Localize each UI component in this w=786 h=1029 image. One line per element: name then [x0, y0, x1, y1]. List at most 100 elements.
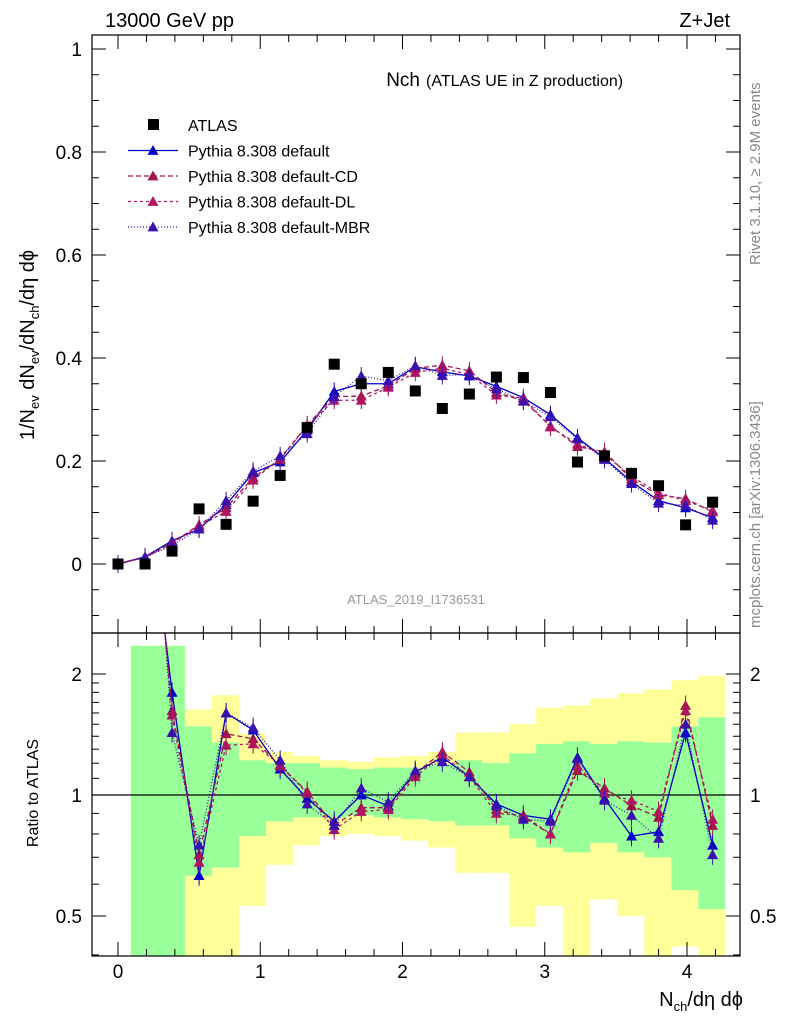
legend-label-4: Pythia 8.308 default-MBR — [188, 220, 370, 237]
atlas-data-point — [139, 558, 151, 570]
data-point-4 — [355, 370, 367, 381]
main-y-tick-label: 0 — [71, 555, 82, 576]
green-band-bin — [428, 764, 456, 822]
ratio-point-3 — [274, 754, 286, 765]
atlas-data-point — [571, 456, 583, 468]
atlas-data-point — [707, 496, 719, 508]
ratio-line-2 — [164, 632, 714, 863]
data-point-4 — [544, 411, 556, 422]
legend-label-2: Pythia 8.308 default-CD — [188, 169, 358, 186]
data-point-4 — [382, 375, 394, 386]
ratio-y-tick-label: 2 — [71, 665, 82, 686]
ratio-point-3 — [355, 782, 367, 793]
ratio-point-2 — [544, 828, 556, 839]
data-point-3 — [653, 487, 665, 498]
ratio-series-lines — [164, 632, 719, 886]
legend-marker-3 — [147, 196, 159, 206]
plot-title: Nch — [386, 70, 420, 91]
atlas-data-point — [463, 388, 475, 400]
main-y-tick-label: 0.6 — [56, 246, 82, 267]
data-point-4 — [247, 465, 259, 476]
plot-subtitle: (ATLAS UE in Z production) — [426, 73, 623, 90]
data-point-4 — [436, 370, 448, 380]
data-point-4 — [220, 495, 232, 506]
atlas-data-point — [193, 503, 205, 515]
atlas-data-point — [409, 385, 421, 397]
ratio-y-tick-label-right: 0.5 — [750, 907, 776, 928]
series-line-2 — [117, 364, 713, 565]
ratio-point-3 — [653, 832, 665, 843]
data-point-4 — [517, 395, 529, 406]
ratio-uncertainty-bands — [130, 645, 726, 956]
x-axis-label: Nch/dη dϕ — [659, 989, 743, 1014]
data-point-4 — [301, 428, 313, 439]
main-y-tick-label: 0.8 — [56, 143, 82, 164]
data-point-4 — [463, 368, 475, 379]
main-y-tick-label: 0.2 — [56, 452, 82, 473]
main-y-axis-label: 1/Nev dNev/dNch/dη dϕ — [17, 250, 42, 440]
ratio-point-3 — [463, 771, 475, 782]
ratio-point-0 — [707, 839, 719, 850]
ratio-point-2 — [301, 787, 313, 798]
ratio-y-tick-label-right: 1 — [750, 786, 761, 807]
ratio-point-3 — [598, 794, 610, 805]
atlas-data-point — [220, 518, 232, 530]
atlas-data-point — [517, 372, 529, 384]
main-y-tick-label: 0.4 — [56, 349, 83, 370]
x-tick-label: 2 — [397, 962, 408, 983]
main-series-lines — [112, 356, 719, 573]
ratio-point-3 — [220, 707, 232, 718]
data-point-4 — [328, 391, 340, 402]
data-point-4 — [274, 450, 286, 461]
ratio-point-3 — [166, 727, 178, 737]
data-point-3 — [355, 394, 367, 405]
green-band-bin — [238, 760, 266, 837]
ratio-point-3 — [544, 815, 556, 826]
legend-label-0: ATLAS — [188, 118, 238, 135]
atlas-data-point — [247, 495, 259, 507]
analysis-id: ATLAS_2019_I1736531 — [347, 592, 485, 607]
atlas-data-point — [436, 402, 448, 414]
ratio-point-3 — [382, 796, 394, 807]
ratio-point-3 — [436, 756, 448, 767]
ratio-axis-ticks: 0.5 0.5 1 1 2 2 — [56, 665, 776, 956]
legend-label-3: Pythia 8.308 default-DL — [188, 195, 355, 212]
green-band-bin — [509, 753, 537, 839]
main-y-tick-label: 1 — [71, 40, 82, 61]
ratio-point-2 — [626, 794, 638, 805]
data-point-4 — [571, 433, 583, 444]
ratio-point-2 — [247, 738, 259, 749]
ratio-point-3 — [517, 813, 529, 824]
rivet-version-label: Rivet 3.1.10, ≥ 2.9M events — [747, 83, 764, 266]
ratio-point-2 — [355, 805, 367, 816]
ratio-y-tick-label: 0.5 — [56, 907, 82, 928]
data-point-4 — [490, 383, 502, 394]
green-band-bin — [319, 767, 348, 818]
data-point-3 — [707, 504, 719, 515]
atlas-data-point — [490, 371, 502, 383]
data-point-3 — [220, 505, 232, 516]
atlas-data-point — [166, 545, 178, 557]
data-point-4 — [193, 523, 205, 534]
ratio-point-2 — [193, 856, 205, 867]
green-band-bin — [211, 742, 239, 868]
legend-marker-2 — [147, 170, 159, 181]
x-tick-label: 0 — [113, 962, 124, 983]
ratio-y-tick-label: 1 — [71, 786, 82, 807]
legend: ATLAS Pythia 8.308 default Pythia 8.308 de… — [128, 118, 370, 237]
ratio-point-2 — [166, 709, 178, 720]
ratio-y-axis-label: Ratio to ATLAS — [25, 739, 42, 847]
ratio-point-2 — [707, 813, 719, 824]
ratio-point-0 — [626, 830, 638, 841]
atlas-data-point — [544, 387, 556, 399]
legend-label-1: Pythia 8.308 default — [188, 144, 330, 161]
ratio-point-3 — [301, 798, 313, 809]
atlas-data-point — [382, 366, 394, 378]
atlas-data-point — [112, 558, 124, 570]
ratio-point-2 — [653, 805, 665, 816]
x-tick-label: 1 — [255, 962, 266, 983]
atlas-data-point — [653, 480, 665, 492]
ratio-point-3 — [193, 839, 205, 850]
atlas-data-point — [355, 378, 367, 390]
atlas-data-point — [274, 469, 286, 481]
